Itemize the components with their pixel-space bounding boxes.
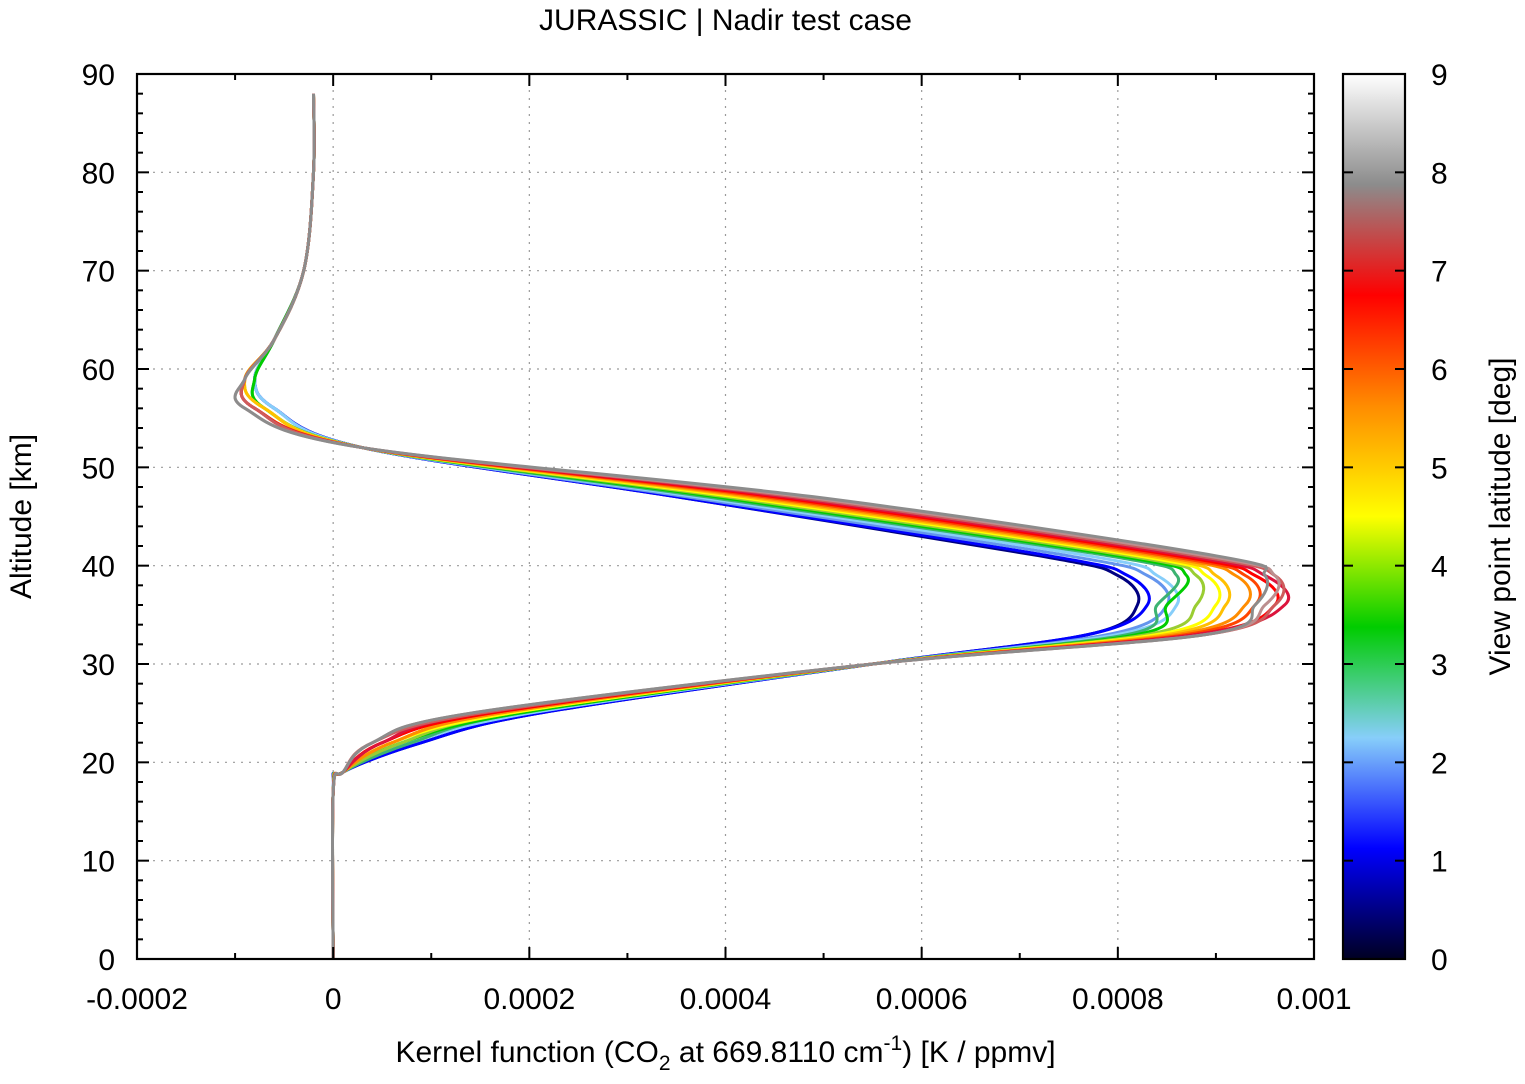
x-tick-label: -0.0002 (86, 983, 188, 1016)
x-tick-label: 0.0004 (680, 983, 772, 1016)
colorbar-tick-label: 7 (1431, 256, 1448, 289)
x-tick-label: 0.0002 (483, 983, 575, 1016)
x-axis-title-middle: at 669.8110 cm (671, 1036, 884, 1069)
series-line (250, 93, 1181, 960)
colorbar-frame (1341, 72, 1407, 961)
series-line (239, 93, 1252, 960)
colorbar-tick-label: 8 (1431, 157, 1448, 190)
colorbar-tick-label: 9 (1431, 59, 1448, 92)
series-line (239, 93, 1262, 960)
x-axis-title-prefix: Kernel function (CO (395, 1036, 658, 1069)
series-line (250, 93, 1190, 960)
series-line (233, 93, 1270, 960)
y-tick-label: 90 (82, 59, 115, 92)
colorbar-tick-label: 5 (1431, 452, 1448, 485)
series-line (242, 93, 1206, 960)
chart-title: JURASSIC | Nadir test case (539, 4, 912, 37)
colorbar-title: View point latitude [deg] (1484, 357, 1517, 675)
y-tick-label: 40 (82, 551, 115, 584)
colorbar-tick-label: 4 (1431, 551, 1448, 584)
x-axis-title-suffix: ) [K / ppmv] (902, 1036, 1055, 1069)
x-tick-label: 0.0008 (1072, 983, 1164, 1016)
colorbar-tick-label: 1 (1431, 846, 1448, 879)
grid-layer (137, 74, 1314, 959)
series-line (242, 93, 1222, 960)
series-line (242, 93, 1232, 960)
y-tick-label: 80 (82, 157, 115, 190)
x-axis-title: Kernel function (CO2 at 669.8110 cm-1) [… (395, 1032, 1055, 1075)
y-tick-label: 70 (82, 256, 115, 289)
y-tick-label: 50 (82, 452, 115, 485)
x-tick-label: 0.001 (1276, 983, 1351, 1016)
y-tick-label: 30 (82, 649, 115, 682)
colorbar: 0 1 2 3 4 5 6 7 8 9 (1341, 59, 1448, 977)
y-axis-title: Altitude [km] (5, 434, 38, 599)
colorbar-tick-label: 3 (1431, 649, 1448, 682)
x-tick-label: 0.0006 (876, 983, 968, 1016)
colorbar-fill (1343, 74, 1405, 959)
colorbar-tick-label: 0 (1431, 944, 1448, 977)
y-tick-label: 10 (82, 846, 115, 879)
x-axis-title-subscript: 2 (659, 1052, 671, 1075)
x-axis-title-superscript: -1 (884, 1032, 903, 1055)
colorbar-tick-label: 6 (1431, 354, 1448, 387)
tick-layer: -0.0002 0 0.0002 0.0004 0.0006 0.0008 0.001 0 10… (82, 59, 1352, 1016)
colorbar-tick-label: 2 (1431, 747, 1448, 780)
y-tick-label: 60 (82, 354, 115, 387)
x-tick-label: 0 (325, 983, 342, 1016)
y-tick-label: 20 (82, 747, 115, 780)
y-tick-label: 0 (98, 944, 115, 977)
series-line (233, 93, 1281, 960)
curve-layer (233, 93, 1291, 960)
series-line (253, 93, 1180, 960)
series-line (239, 93, 1291, 960)
series-line (239, 93, 1286, 960)
series-line (239, 93, 1280, 960)
